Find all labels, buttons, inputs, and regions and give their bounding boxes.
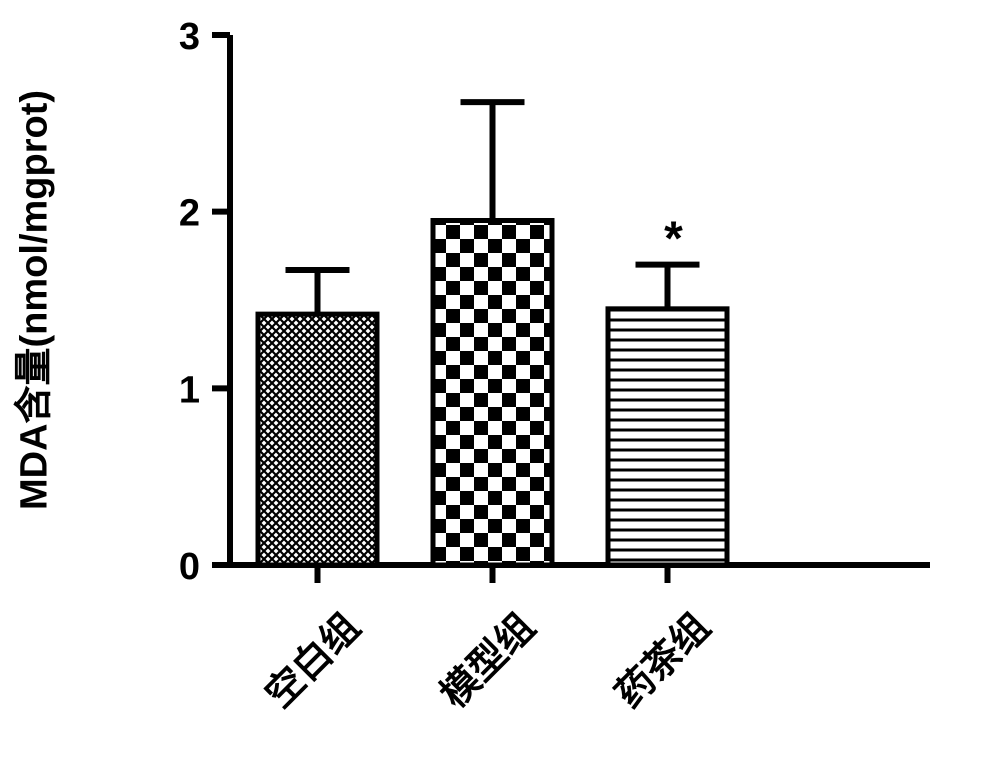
bar — [433, 221, 552, 566]
y-tick-label: 2 — [179, 193, 200, 235]
y-tick-label: 1 — [179, 369, 200, 411]
significance-marker: * — [664, 213, 683, 266]
mda-bar-chart: MDA含量(nmol/mgprot) 0123* 空白组模型组药茶组 — [40, 15, 960, 755]
y-tick-label: 3 — [179, 16, 200, 58]
bar — [608, 309, 727, 565]
bar — [258, 314, 377, 565]
y-axis-label: MDA含量(nmol/mgprot) — [3, 90, 58, 510]
y-tick-label: 0 — [179, 546, 200, 588]
